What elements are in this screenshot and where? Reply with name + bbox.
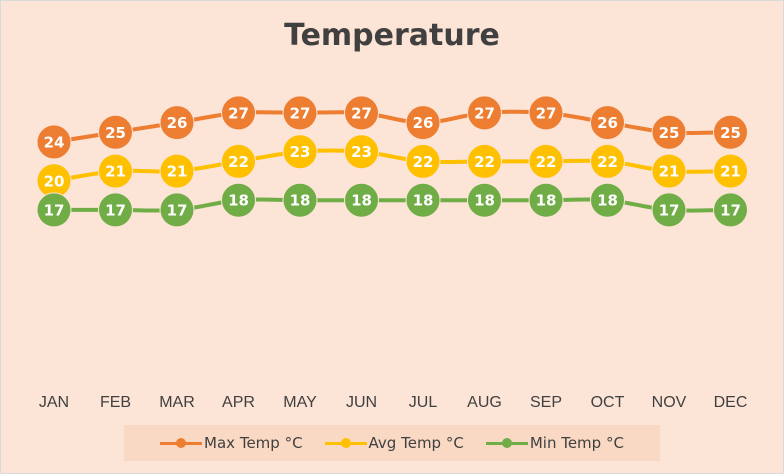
data-point xyxy=(405,143,441,179)
x-tick-label: OCT xyxy=(591,394,625,411)
data-label: 27 xyxy=(474,104,495,122)
data-label: 24 xyxy=(44,134,65,152)
series-line xyxy=(52,148,733,183)
data-label: 18 xyxy=(290,192,311,210)
x-tick-label: DEC xyxy=(714,394,748,411)
data-point xyxy=(159,192,195,228)
data-label: 21 xyxy=(167,163,188,181)
data-point xyxy=(344,134,379,170)
data-label: 27 xyxy=(290,104,311,122)
x-tick-label: FEB xyxy=(100,394,131,411)
data-point xyxy=(405,105,441,141)
data-point xyxy=(405,182,441,218)
data-point xyxy=(590,105,625,141)
data-label: 18 xyxy=(351,192,372,210)
data-label: 22 xyxy=(413,153,434,171)
data-label: 27 xyxy=(351,104,372,122)
legend-marker-icon xyxy=(324,436,367,450)
data-label: 18 xyxy=(413,192,434,210)
data-point xyxy=(467,182,502,218)
data-point xyxy=(98,192,133,228)
data-point xyxy=(713,114,748,150)
data-point xyxy=(159,105,195,141)
legend-label: Min Temp °C xyxy=(529,434,624,452)
data-point xyxy=(36,124,72,160)
data-label: 23 xyxy=(351,143,372,161)
data-label: 26 xyxy=(597,114,618,132)
data-point xyxy=(651,153,687,189)
series-line xyxy=(52,109,733,144)
data-label: 21 xyxy=(720,163,741,181)
data-point xyxy=(590,143,625,179)
data-point xyxy=(528,143,564,179)
data-point xyxy=(36,192,72,228)
legend-item: Max Temp °C xyxy=(160,434,303,452)
data-point xyxy=(651,192,687,228)
data-label: 27 xyxy=(536,104,557,122)
data-label: 17 xyxy=(659,201,680,219)
x-tick-label: JUN xyxy=(346,394,377,411)
data-point xyxy=(344,95,379,131)
data-point xyxy=(651,114,687,150)
data-point xyxy=(98,114,133,150)
data-label: 20 xyxy=(44,172,65,190)
data-label: 17 xyxy=(44,201,65,219)
data-point xyxy=(528,95,564,131)
chart-title: Temperature xyxy=(284,18,500,53)
data-point xyxy=(221,95,256,131)
data-label: 21 xyxy=(659,163,680,181)
x-tick-label: MAY xyxy=(283,394,317,411)
chart-legend: Max Temp °C Avg Temp °C Min Temp °C xyxy=(124,425,660,461)
data-point xyxy=(282,182,318,218)
data-point xyxy=(713,192,748,228)
legend-item: Min Temp °C xyxy=(485,434,624,452)
data-point xyxy=(282,134,318,170)
data-label: 27 xyxy=(228,104,249,122)
x-tick-label: JAN xyxy=(39,394,69,411)
data-label: 22 xyxy=(228,153,249,171)
data-label: 26 xyxy=(167,114,188,132)
data-point xyxy=(282,95,318,131)
series-line xyxy=(52,197,733,213)
x-tick-label: JUL xyxy=(409,394,438,411)
data-label: 17 xyxy=(720,201,741,219)
data-label: 17 xyxy=(105,201,126,219)
data-label: 22 xyxy=(474,153,495,171)
data-label: 18 xyxy=(597,192,618,210)
data-point xyxy=(344,182,379,218)
data-label: 25 xyxy=(105,124,126,142)
data-label: 18 xyxy=(536,192,557,210)
legend-item: Avg Temp °C xyxy=(324,434,464,452)
data-label: 26 xyxy=(413,114,434,132)
data-label: 17 xyxy=(167,201,188,219)
data-label: 18 xyxy=(228,192,249,210)
data-point xyxy=(467,143,502,179)
data-label: 22 xyxy=(597,153,618,171)
data-point xyxy=(590,182,625,218)
data-label: 21 xyxy=(105,163,126,181)
legend-label: Max Temp °C xyxy=(204,434,303,452)
data-point xyxy=(159,153,195,189)
x-tick-label: SEP xyxy=(530,394,562,411)
x-tick-label: APR xyxy=(222,394,255,411)
data-point xyxy=(713,153,748,189)
legend-marker-icon xyxy=(160,436,203,450)
data-label: 25 xyxy=(720,124,741,142)
data-point xyxy=(528,182,564,218)
data-label: 18 xyxy=(474,192,495,210)
x-tick-label: NOV xyxy=(652,394,687,411)
legend-marker-icon xyxy=(485,436,528,450)
data-label: 23 xyxy=(290,143,311,161)
legend-label: Avg Temp °C xyxy=(368,434,464,452)
data-point xyxy=(98,153,133,189)
data-label: 25 xyxy=(659,124,680,142)
x-tick-label: MAR xyxy=(159,394,195,411)
x-tick-label: AUG xyxy=(467,394,502,411)
data-point xyxy=(221,143,256,179)
data-label: 22 xyxy=(536,153,557,171)
data-point xyxy=(221,182,256,218)
data-point xyxy=(467,95,502,131)
